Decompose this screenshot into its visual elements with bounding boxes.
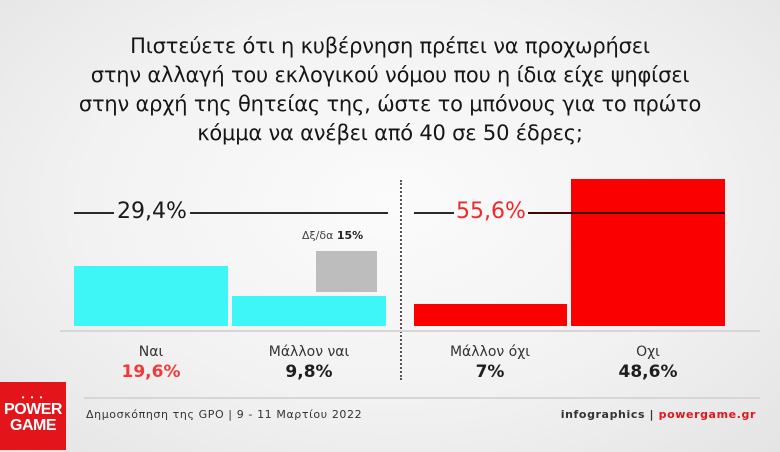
yes-total-label: 29,4% [117, 199, 187, 224]
category-value: 9,8% [285, 362, 333, 382]
logo-line-2: GAME [10, 417, 57, 434]
category-mallon-nai: Μάλλον ναι 9,8% [231, 343, 387, 383]
title-line-4: κόμμα να ανέβει από 40 σε 50 έδρες; [197, 121, 583, 145]
bar-nai [74, 266, 228, 326]
bar-ochi [571, 179, 725, 326]
yes-total-line-left [74, 212, 114, 214]
chart-title: Πιστεύετε ότι η κυβέρνηση πρέπει να προχ… [60, 32, 720, 148]
category-value: 48,6% [618, 362, 678, 382]
no-total-line-left [414, 212, 454, 214]
footer-divider [84, 397, 760, 399]
no-total-label: 55,6% [456, 199, 526, 224]
powergame-logo: • • • POWER GAME [0, 382, 66, 450]
credit-site-link[interactable]: powergame.gr [658, 408, 756, 421]
bar-dont-know [316, 251, 377, 292]
category-label: Μάλλον ναι [268, 344, 350, 360]
category-value: 7% [475, 362, 505, 382]
category-value: 19,6% [121, 362, 181, 382]
dont-know-label: Δξ/δα 15% [302, 229, 363, 242]
logo-dots: • • • [21, 393, 45, 402]
category-mallon-ochi: Μάλλον όχι 7% [412, 343, 568, 383]
title-line-3: στην αρχή της θητείας της, ώστε το μπόνο… [78, 92, 702, 116]
category-label: Οχι [636, 344, 660, 360]
credit-prefix: infographics | [560, 408, 659, 421]
no-total-line-right [528, 212, 725, 214]
dont-know-text: Δξ/δα [302, 229, 334, 242]
bar-mallon-nai [232, 296, 386, 326]
dont-know-value: 15% [336, 229, 364, 242]
category-ochi: Οχι 48,6% [570, 343, 726, 383]
chart-baseline [60, 330, 760, 332]
group-divider [400, 180, 402, 380]
yes-total-line-right [190, 212, 388, 214]
title-line-2: στην αλλαγή του εκλογικού νόμου που η ίδ… [90, 63, 690, 87]
bar-mallon-ochi [414, 304, 567, 326]
category-label: Μάλλον όχι [449, 344, 531, 360]
poll-source: Δημοσκόπηση της GPO | 9 - 11 Μαρτίου 202… [86, 408, 363, 421]
category-nai: Ναι 19,6% [73, 343, 229, 383]
logo-line-1: POWER [4, 401, 62, 418]
credit: infographics | powergame.gr [561, 408, 756, 421]
category-label: Ναι [138, 344, 164, 360]
title-line-1: Πιστεύετε ότι η κυβέρνηση πρέπει να προχ… [130, 34, 650, 58]
